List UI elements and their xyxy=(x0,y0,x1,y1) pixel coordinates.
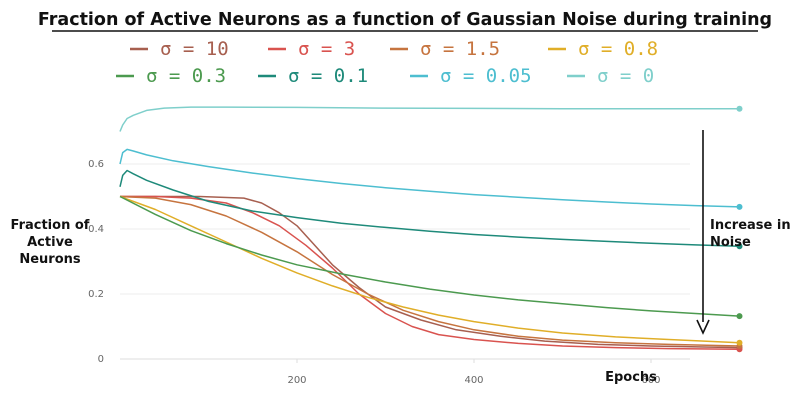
series-line xyxy=(119,169,740,247)
series-endpoints xyxy=(736,105,743,353)
x-axis-label: Epochs xyxy=(605,370,657,385)
y-tick-label: 0.4 xyxy=(88,224,104,235)
series-lines xyxy=(119,106,740,351)
y-axis-label: Fraction of Active Neurons xyxy=(11,218,90,267)
series-endpoint xyxy=(736,243,743,250)
legend-entry: σ = 0.3 xyxy=(146,65,226,87)
legend-entry: σ = 1.5 xyxy=(420,38,500,60)
x-tick-label: 400 xyxy=(464,375,483,386)
legend-entry: σ = 0.05 xyxy=(440,65,532,87)
x-tick-label: 600 xyxy=(641,375,660,386)
y-tick-label: 0.2 xyxy=(88,289,104,300)
series-line xyxy=(119,195,740,317)
legend-entry: σ = 0.8 xyxy=(578,38,658,60)
noise-arrow xyxy=(696,130,710,335)
legend-entry: σ = 0 xyxy=(597,65,654,87)
series-endpoint xyxy=(736,313,743,320)
series-endpoint xyxy=(736,105,743,112)
x-tick-label: 200 xyxy=(287,375,306,386)
legend: σ = 10 σ = 3 σ = 1.5 σ = 0.8 σ = 0.3 σ = 0.1 σ… xyxy=(116,38,658,87)
series-line xyxy=(119,195,740,344)
noise-annotation: Increase in Noise xyxy=(710,218,791,250)
series-line xyxy=(119,106,740,132)
x-axis: 200 400 600 xyxy=(120,358,690,386)
y-tick-label: 0 xyxy=(98,354,104,365)
series-endpoint xyxy=(736,339,743,346)
y-tick-label: 0.6 xyxy=(88,159,104,170)
legend-entry: σ = 0.1 xyxy=(288,65,368,87)
series-line xyxy=(120,195,740,351)
series-endpoint xyxy=(736,203,743,210)
chart-title: Fraction of Active Neurons as a function… xyxy=(38,10,772,30)
legend-entry: σ = 3 xyxy=(298,38,355,60)
series-line xyxy=(120,195,740,349)
legend-entry: σ = 10 xyxy=(160,38,229,60)
series-line xyxy=(119,195,740,347)
gridlines xyxy=(120,163,690,360)
y-axis: 0 0.2 0.4 0.6 xyxy=(88,159,104,365)
series-line xyxy=(119,148,740,208)
